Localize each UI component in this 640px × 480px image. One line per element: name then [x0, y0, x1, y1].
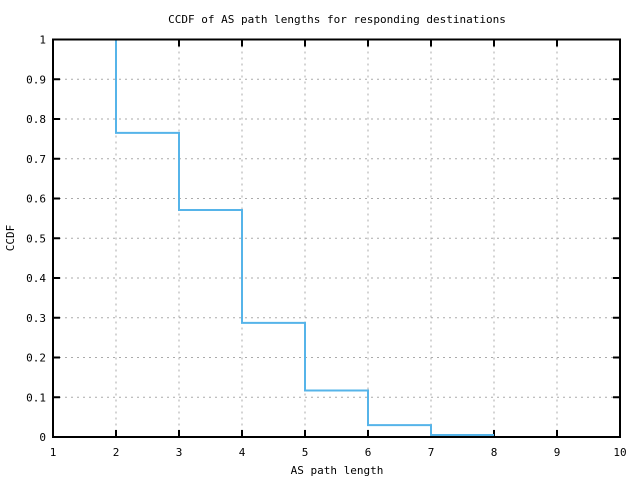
- y-tick-label: 0.6: [26, 193, 46, 206]
- y-tick-label: 0.8: [26, 113, 46, 126]
- tick-labels: 1 2 3 4 5 6 7 8 9 10 0 0.1 0.2 0.3 0.4 0.5 0.6 0.7 0.8 0.9 1: [26, 34, 627, 460]
- x-tick-label: 2: [113, 446, 120, 459]
- x-tick-label: 8: [491, 446, 498, 459]
- x-tick-label: 9: [554, 446, 561, 459]
- x-tick-label: 10: [613, 446, 626, 459]
- x-tick-label: 4: [239, 446, 246, 459]
- plot-border: [52, 38, 621, 438]
- y-tick-label: 0.5: [26, 232, 46, 245]
- y-tick-label: 0.4: [26, 272, 46, 285]
- y-tick-label: 0.7: [26, 153, 46, 166]
- x-axis-label: AS path length: [291, 464, 384, 477]
- x-tick-label: 7: [428, 446, 435, 459]
- chart-title: CCDF of AS path lengths for responding d…: [168, 13, 506, 26]
- y-tick-label: 0.3: [26, 312, 46, 325]
- y-tick-label: 1: [39, 34, 46, 47]
- y-axis-label: CCDF: [4, 225, 17, 252]
- y-tick-label: 0.9: [26, 73, 46, 86]
- x-tick-label: 6: [365, 446, 372, 459]
- ccdf-step-line-group: [115, 39, 494, 437]
- x-tick-label: 5: [302, 446, 309, 459]
- y-tick-label: 0.1: [26, 391, 46, 404]
- y-tick-label: 0.2: [26, 352, 46, 365]
- x-tick-label: 3: [176, 446, 183, 459]
- x-tick-label: 1: [50, 446, 57, 459]
- gridlines: [53, 39, 620, 437]
- y-tick-label: 0: [39, 431, 46, 444]
- ccdf-step-line: [115, 39, 494, 437]
